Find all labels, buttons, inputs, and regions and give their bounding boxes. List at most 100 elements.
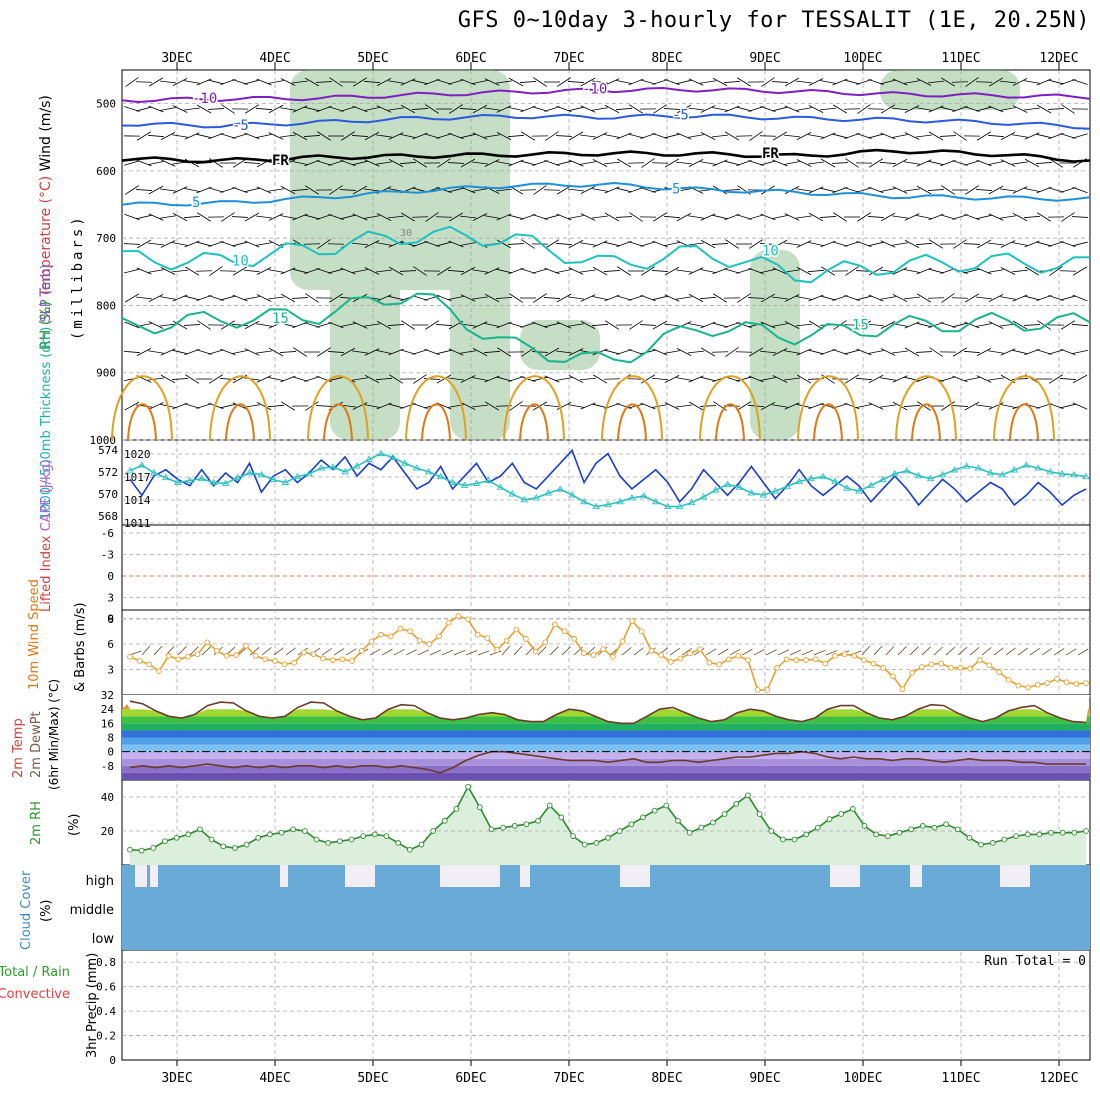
wind-barb [951, 405, 969, 407]
date-label-top: 7DEC [553, 51, 584, 66]
wind-barb [604, 78, 620, 86]
wind-barb [472, 104, 488, 114]
wind-barb [208, 349, 224, 355]
wind-barb [904, 80, 920, 84]
wind-barb [280, 78, 296, 86]
thickness-line-point [580, 497, 588, 505]
wind-barb [663, 108, 681, 110]
wind-barb [483, 350, 501, 354]
wind-barb [513, 645, 523, 656]
temp-ylabel-unit: (6hr Min/Max) (°C) [47, 679, 61, 790]
wind-barb [808, 349, 824, 355]
thickness-line-point [520, 495, 529, 503]
thickness-line-point [1046, 468, 1054, 475]
wind-barb [1060, 187, 1076, 193]
wind-barb [544, 267, 560, 275]
rh2m-line-point [488, 826, 495, 833]
rh2m-line-point [383, 833, 390, 839]
rh2m-line-point [523, 821, 530, 828]
wind-speed-line-point [204, 639, 211, 646]
wind-barb [256, 267, 272, 275]
wind-barb [735, 135, 753, 137]
wind-barb [1012, 269, 1028, 273]
temp-contour-5 [121, 181, 1091, 207]
wind-barb [951, 81, 969, 83]
wind-barb [472, 296, 488, 300]
rh2m-line-point [313, 836, 320, 843]
wind-barb [147, 134, 165, 138]
wind-barb [256, 401, 272, 411]
rh2m-line-point [500, 824, 506, 831]
wind-barb [789, 649, 802, 656]
wind-barb [796, 296, 812, 300]
wind-barb [436, 241, 452, 247]
wind-barb [160, 267, 176, 275]
wind-barb [880, 79, 896, 85]
wind-barb [292, 105, 308, 113]
wind-barb [376, 213, 392, 221]
wind-barb [784, 350, 800, 354]
wind-barb [1059, 270, 1077, 272]
wind-barb [280, 185, 296, 195]
wind-barb [1024, 132, 1040, 140]
wind-barb [172, 349, 188, 355]
wind-barb [484, 401, 500, 411]
wind-barb [160, 107, 176, 111]
temp-contour-25 [617, 403, 647, 441]
wind-speed-line-point [581, 650, 587, 657]
wind-barb [568, 375, 584, 383]
wind-barb [460, 266, 476, 276]
wind-barb [939, 135, 957, 137]
panel-frame-precip [121, 949, 1091, 1061]
wind-barb [700, 132, 716, 140]
wind-barb [352, 160, 368, 166]
wind-barb [567, 81, 585, 83]
wind-barb [508, 214, 524, 220]
wind-barb [975, 189, 993, 191]
wind-barb [628, 133, 644, 139]
wind-barb [160, 296, 176, 300]
wind-barb [700, 239, 716, 249]
wind-barb [832, 241, 848, 247]
wind-barb [977, 131, 991, 141]
rh2m-line-point [360, 833, 367, 839]
wind-barb [400, 349, 416, 355]
rh-shade-area [290, 70, 490, 290]
cloud-gap [830, 865, 860, 887]
wind-barb [435, 324, 453, 326]
thickness-line-point [687, 498, 696, 506]
wind-speed-line-point [880, 664, 887, 671]
wind-barb [725, 347, 739, 357]
wind-barb [556, 213, 572, 221]
wind-barb [729, 648, 741, 656]
wind-barb [496, 376, 512, 382]
wind-barb [425, 212, 439, 222]
cloud-level-label: low [92, 932, 115, 947]
wind-barb [340, 214, 356, 220]
rh2m-line-point [1083, 828, 1089, 834]
wind-barb [916, 185, 932, 195]
wind-barb [568, 404, 584, 408]
wind-barb [411, 216, 429, 218]
wind-barb [160, 323, 176, 327]
thickness-tick: 572 [98, 466, 118, 479]
wind-barb [268, 296, 284, 300]
wind-speed-line-point [503, 637, 510, 644]
wind-barb [880, 321, 896, 329]
wind-barb [880, 212, 896, 222]
wind-barb [676, 161, 692, 165]
wind-barb [772, 375, 788, 383]
wind-barb [172, 294, 188, 302]
thickness-line-point [902, 467, 911, 474]
wind-barb [988, 160, 1004, 166]
wind-barb [496, 268, 512, 274]
wind-barb [472, 404, 488, 408]
thickness-line-point [831, 477, 839, 484]
wind-barb [952, 214, 968, 220]
wind-barb [616, 295, 632, 301]
wind-barb [796, 80, 812, 84]
wind-barb [328, 268, 344, 274]
wind-barb [472, 269, 488, 273]
wind-barb [436, 349, 452, 355]
rh2m-line-point [290, 826, 297, 833]
